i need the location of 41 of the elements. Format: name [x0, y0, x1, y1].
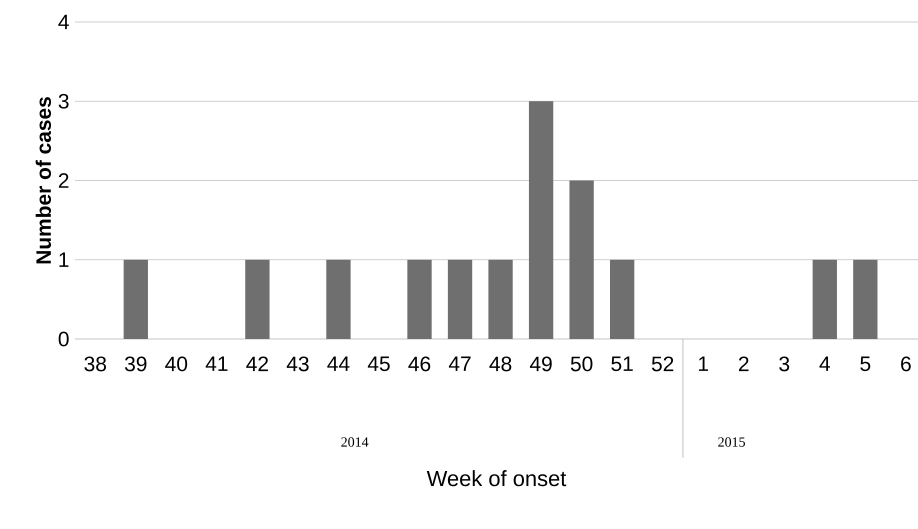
- x-tick-label: 40: [165, 356, 188, 372]
- y-tick-label: 2: [58, 173, 68, 188]
- x-tick-label: 48: [489, 356, 512, 372]
- bar: [610, 260, 634, 339]
- bar: [812, 260, 837, 339]
- x-tick-label: 38: [84, 356, 106, 372]
- x-tick-label: 1: [698, 356, 708, 371]
- x-tick-label: 44: [327, 356, 350, 371]
- y-axis-title: Number of cases: [36, 97, 52, 264]
- x-tick-label: 45: [368, 356, 390, 372]
- bar: [488, 260, 513, 339]
- bar: [448, 260, 472, 339]
- x-tick-label: 50: [570, 356, 592, 372]
- text: 2014: [341, 437, 368, 447]
- x-tick-label: 5: [860, 356, 870, 372]
- y-tick-label: 3: [58, 94, 69, 109]
- x-tick-label: 2: [738, 356, 748, 372]
- y-tick-label: 4: [58, 14, 69, 30]
- x-tick-label: 6: [901, 356, 911, 372]
- x-tick-label: 42: [246, 356, 268, 372]
- x-tick-label: 46: [408, 356, 430, 372]
- x-tick-label: 49: [530, 356, 552, 372]
- x-tick-label: 39: [124, 356, 146, 372]
- bar: [407, 260, 432, 339]
- y-tick-label: 1: [59, 252, 68, 267]
- x-tick-label: 43: [286, 356, 309, 372]
- x-tick-label: 52: [652, 356, 674, 372]
- y-tick-label: 0: [58, 332, 69, 346]
- x-tick-label: 3: [779, 356, 790, 372]
- text: 2015: [718, 437, 745, 447]
- bar: [326, 260, 351, 339]
- bar: [124, 260, 148, 339]
- x-axis-title: Week of onset: [426, 470, 566, 486]
- bar: [245, 260, 270, 339]
- x-tick-label: 4: [819, 356, 830, 371]
- bar: [528, 101, 554, 339]
- x-tick-label: 41: [206, 356, 228, 371]
- bar: [853, 260, 878, 339]
- bar: [569, 180, 594, 339]
- x-tick-label: 47: [448, 356, 471, 371]
- x-tick-label: 51: [611, 356, 633, 372]
